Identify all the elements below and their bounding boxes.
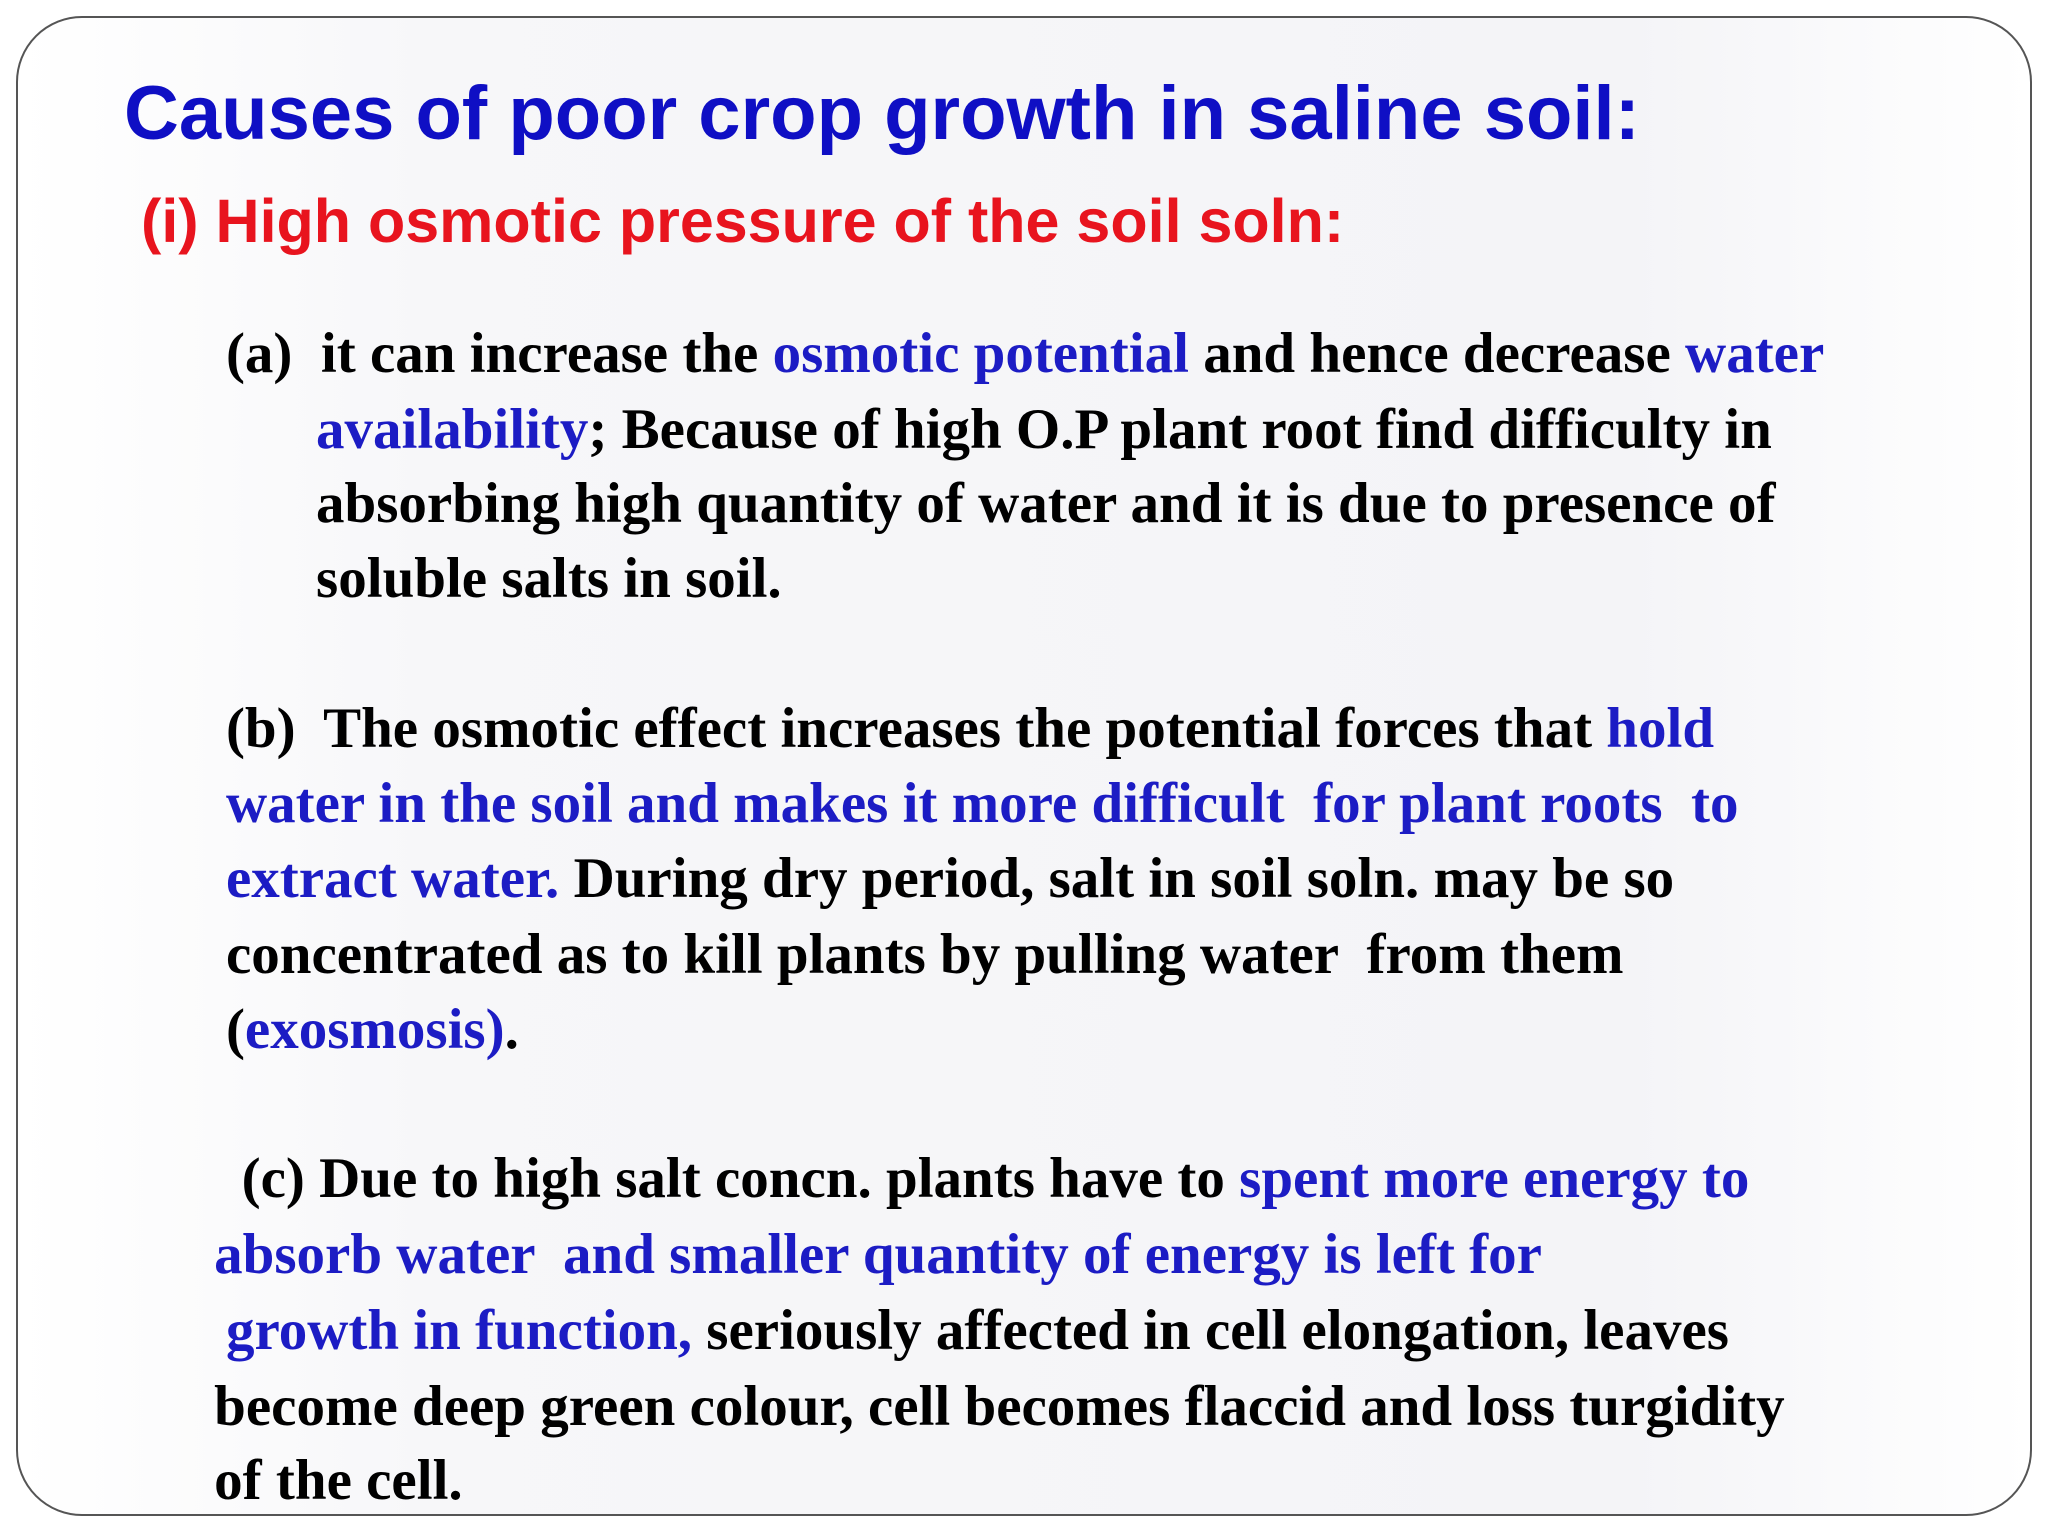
text-run: concentrated as to kill plants by pullin…: [225, 922, 1624, 986]
text-run: absorbing high quantity of water and it …: [316, 472, 1776, 536]
text-run: (: [225, 998, 245, 1062]
slide-subtitle: (i) High osmotic pressure of the soil so…: [141, 187, 1345, 255]
text-run: availability: [316, 397, 589, 461]
text-line: become deep green colour, cell becomes f…: [214, 1370, 1784, 1444]
text-line: growth in function, seriously affected i…: [226, 1294, 1729, 1368]
text-line: (b) The osmotic effect increases the pot…: [226, 692, 1714, 766]
text-line: of the cell.: [214, 1444, 462, 1518]
text-line: (a) it can increase the osmotic potentia…: [226, 317, 1824, 391]
text-line: absorbing high quantity of water and it …: [316, 467, 1775, 541]
text-run: seriously affected in cell elongation, l…: [692, 1298, 1729, 1362]
text-run: exosmosis): [244, 998, 505, 1062]
text-line: availability; Because of high O.P plant …: [316, 393, 1772, 467]
slide-frame: [16, 16, 2032, 1516]
text-run: become deep green colour, cell becomes f…: [214, 1374, 1785, 1438]
text-line: extract water. During dry period, salt i…: [226, 842, 1674, 916]
text-run: absorb water and smaller quantity of ene…: [214, 1223, 1542, 1287]
text-run: .: [504, 998, 519, 1062]
text-run: water: [1685, 321, 1825, 385]
text-line: concentrated as to kill plants by pullin…: [226, 918, 1624, 992]
text-line: (exosmosis).: [226, 993, 519, 1067]
text-run: ; Because of high O.P plant root find di…: [588, 397, 1772, 461]
text-line: water in the soil and makes it more diff…: [226, 767, 1739, 841]
text-run: and hence decrease: [1188, 321, 1686, 385]
text-run: spent more energy to: [1239, 1147, 1750, 1211]
text-run: extract water.: [225, 846, 560, 910]
text-run: (c) Due to high salt concn. plants have …: [241, 1147, 1240, 1211]
text-run: water in the soil and makes it more diff…: [225, 772, 1739, 836]
text-run: (a) it can increase the: [225, 321, 773, 385]
text-run: hold: [1606, 696, 1715, 760]
text-run: osmotic potential: [772, 321, 1189, 385]
text-run: During dry period, salt in soil soln. ma…: [559, 846, 1675, 910]
text-run: growth in function,: [225, 1298, 693, 1362]
text-line: (c) Due to high salt concn. plants have …: [242, 1142, 1750, 1216]
text-line: soluble salts in soil.: [316, 542, 782, 616]
text-line: absorb water and smaller quantity of ene…: [214, 1218, 1542, 1292]
text-run: (b) The osmotic effect increases the pot…: [225, 696, 1607, 760]
text-run: of the cell.: [214, 1449, 463, 1512]
text-run: soluble salts in soil.: [316, 546, 782, 610]
slide-title: Causes of poor crop growth in saline soi…: [124, 71, 1640, 156]
